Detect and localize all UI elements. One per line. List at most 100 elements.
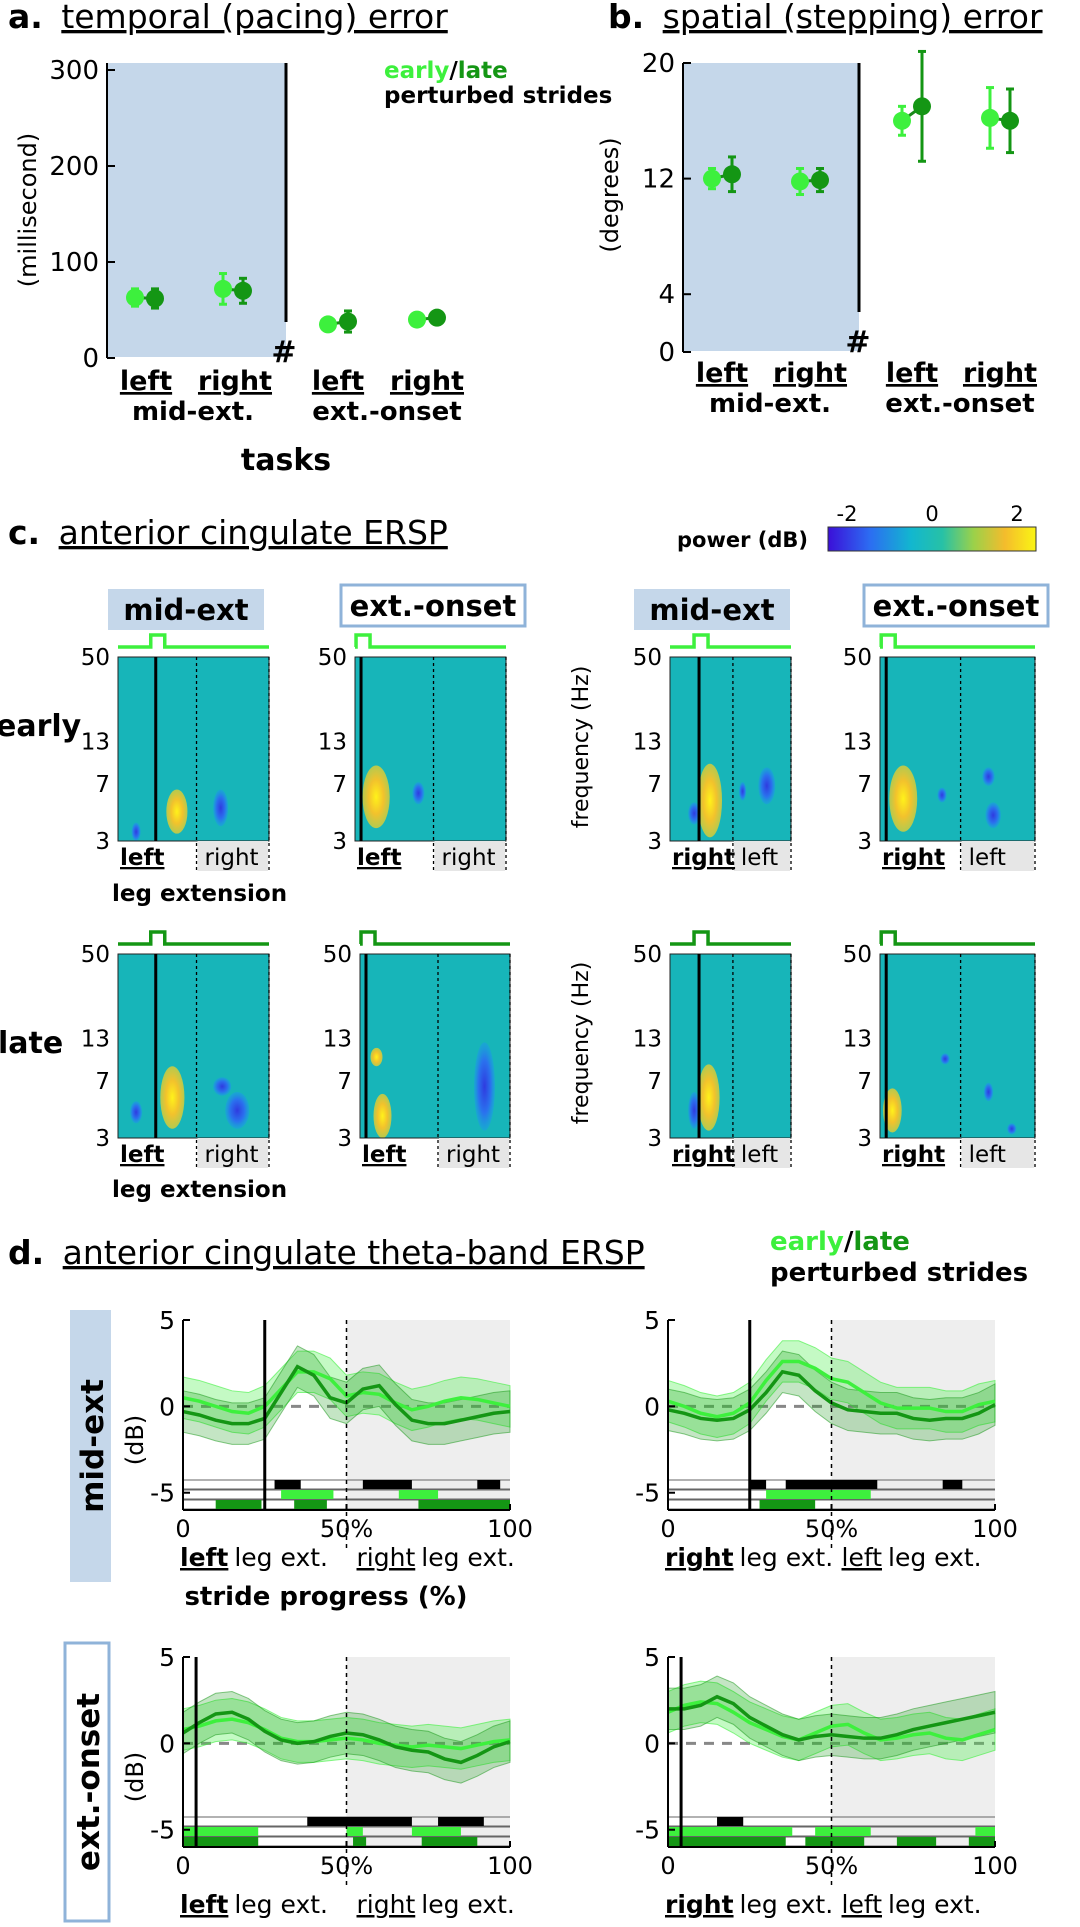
trailing-leg: left [842, 1543, 883, 1572]
y-tick-label: 5 [644, 1643, 660, 1672]
legend-late: late [458, 58, 508, 84]
sig-bar-early [346, 1827, 363, 1836]
event-trace [354, 633, 506, 649]
panel-a-mid-ext-region [107, 63, 286, 357]
ersp-negative-blob [131, 822, 141, 841]
ersp-positive-blob [160, 1066, 185, 1129]
panel-a-x-left-2: left [312, 366, 364, 397]
row-label-early: early [0, 709, 82, 744]
trailing-leg-region [439, 1138, 509, 1168]
sig-bar-early [398, 1490, 439, 1499]
event-trace [670, 633, 791, 649]
point-late [339, 312, 357, 331]
x-tick-label: 0 [175, 1515, 190, 1543]
leading-leg: left [180, 1890, 228, 1919]
trailing-leg-region [961, 1138, 1034, 1168]
ersp-heatmap [880, 954, 1035, 1138]
sig-bar-early [815, 1827, 871, 1836]
sig-bar-late [421, 1837, 478, 1846]
x-tick-label: 0 [175, 1852, 190, 1880]
panel-a-label: a. [8, 0, 43, 36]
col-header-ext-onset-2-box [862, 583, 1050, 628]
freq-tick: 50 [81, 942, 110, 968]
trailing-leg: left [842, 1890, 883, 1919]
trailing-leg-region [197, 1138, 268, 1168]
ersp-negative-blob [474, 1042, 495, 1131]
sig-bar-early [766, 1490, 871, 1499]
leading-leg: left [180, 1543, 228, 1572]
event-trace [670, 930, 791, 946]
panel-c-title: anterior cingulate ERSP [59, 513, 448, 552]
svg-text:c. anterior cingulate ER: c. anterior cingulate ERSP [8, 513, 448, 552]
panel-d-x-label: stride progress (%) [184, 1582, 467, 1612]
ersp-negative-blob [213, 1077, 232, 1096]
x-tick-label: 50% [805, 1515, 858, 1543]
freq-tick: 13 [323, 1027, 352, 1053]
panel-b-cond-ext-onset: ext.-onset [885, 389, 1034, 419]
ersp-negative-blob [758, 767, 776, 805]
row-label-mid-ext: mid-ext [75, 1379, 111, 1513]
panel-a-cond-mid-ext: mid-ext. [132, 397, 254, 427]
ersp-positive-blob [362, 765, 390, 829]
freq-tick: 7 [857, 1069, 872, 1095]
leg-ext-text: leg ext. [740, 1543, 834, 1572]
ersp-negative-blob [1007, 1123, 1017, 1135]
sig-bar-diff [477, 1480, 501, 1489]
sig-bar-diff [942, 1480, 963, 1489]
ersp-positive-blob [697, 763, 723, 838]
sig-bar-diff [749, 1480, 767, 1489]
ersp-positive-blob [370, 1047, 383, 1067]
leg-ext-text: leg ext. [888, 1543, 982, 1572]
point-early [981, 108, 999, 127]
freq-tick: 50 [323, 942, 352, 968]
panel-c-label: c. [8, 513, 40, 552]
trailing-leg-label: left [741, 845, 778, 871]
panel-a-hash: # [271, 335, 296, 370]
ersp-negative-blob [982, 767, 995, 786]
point-early [893, 111, 911, 130]
sig-bar-late [215, 1500, 262, 1509]
point-late [913, 97, 931, 116]
ersp-map-1: 50 13 7 3 left right [81, 633, 270, 871]
leg-ext-text: leg ext. [421, 1890, 515, 1919]
freq-tick: 3 [857, 829, 872, 855]
col-header-ext-onset-1-box [339, 583, 527, 628]
event-trace [879, 930, 1035, 946]
freq-tick: 50 [633, 645, 662, 671]
line-early [667, 1700, 996, 1742]
event-trace [359, 930, 510, 946]
svg-text:d. anterior cingulate th: d. anterior cingulate theta-band ERSP [8, 1233, 645, 1272]
x-leg-label: left leg ext. [180, 1543, 328, 1572]
col-header-mid-ext-2: mid-ext [649, 593, 774, 627]
leg-ext-text: leg ext. [234, 1890, 328, 1919]
ersp-negative-blob [738, 782, 747, 801]
col-header-ext-onset-1: ext.-onset [350, 589, 517, 623]
freq-tick: 3 [332, 829, 347, 855]
panel-a-cond-ext-onset: ext.-onset [312, 397, 461, 427]
panel-a-legend: early/late [384, 58, 508, 84]
row-bar-mid-ext [70, 1310, 111, 1582]
freq-tick: 13 [81, 730, 110, 756]
freq-tick: 3 [337, 1126, 352, 1152]
sig-bar-late [968, 1837, 995, 1846]
freq-tick: 3 [647, 829, 662, 855]
leg-ext-text: leg ext. [421, 1543, 515, 1572]
point-early [408, 310, 426, 329]
panel-a-x-right-1: right [198, 366, 272, 397]
ersp-negative-blob [983, 1082, 994, 1102]
leg-ext-text: leg ext. [888, 1890, 982, 1919]
y-tick-label: 0 [644, 1729, 660, 1758]
legend-early-d: early [770, 1227, 844, 1257]
trailing-leg-label: right [442, 845, 496, 871]
panel-a-points [126, 272, 446, 334]
event-trace [118, 633, 269, 649]
sig-bar-late [418, 1500, 510, 1509]
freq-tick: 50 [318, 645, 347, 671]
colorbar-tick-zero: 0 [925, 502, 938, 526]
leg-ext-text: leg ext. [234, 1543, 328, 1572]
trailing-leg-label: right [205, 845, 259, 871]
x-tick-label: 100 [487, 1852, 533, 1880]
trailing-leg-region [733, 1138, 790, 1168]
legend-late-d: late [853, 1227, 910, 1257]
line-late [668, 1694, 996, 1742]
